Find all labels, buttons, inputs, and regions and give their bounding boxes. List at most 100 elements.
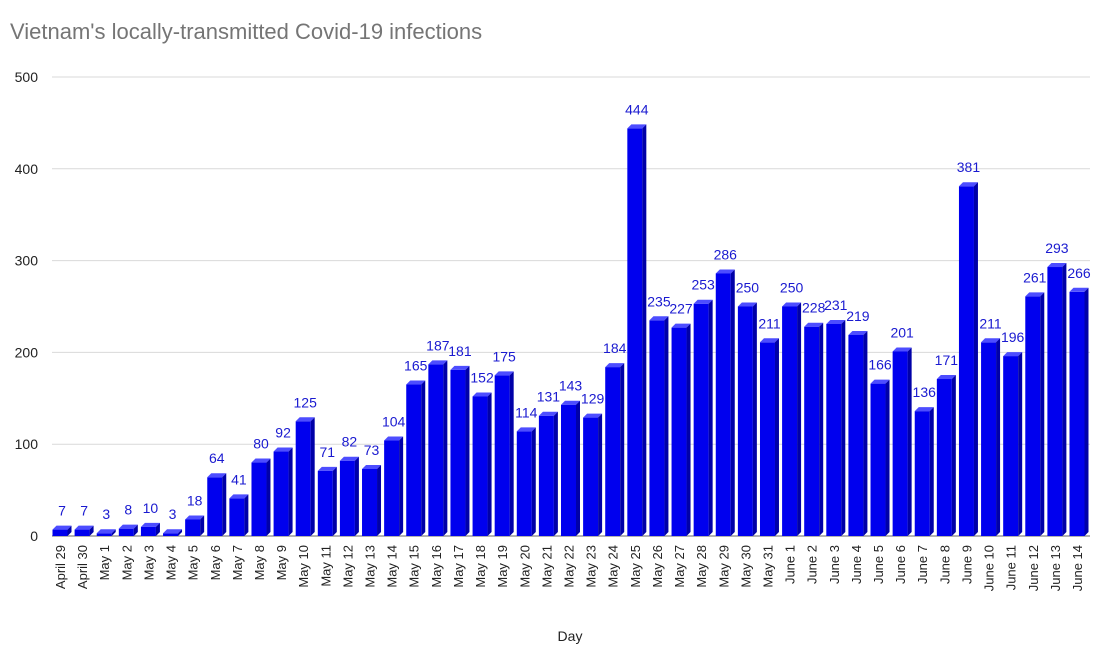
bar-side [620, 363, 625, 536]
bar-top [163, 529, 183, 534]
bar-top [251, 458, 271, 463]
x-tick-label: June 1 [783, 545, 798, 584]
bar-top [207, 473, 227, 478]
bar [273, 447, 293, 536]
bar-face [538, 415, 554, 536]
data-label: 235 [647, 293, 671, 309]
bar [516, 427, 536, 536]
x-tick-label: May 16 [429, 545, 444, 588]
bar-side [421, 380, 426, 536]
x-tick-label: May 31 [760, 545, 775, 588]
bar-top [52, 525, 72, 530]
data-label: 175 [492, 348, 516, 364]
bar-top [737, 302, 757, 307]
bar [583, 413, 603, 536]
bar [1069, 287, 1089, 536]
bar-top [759, 338, 779, 343]
x-tick-label: May 3 [141, 545, 156, 580]
bar-face [737, 306, 753, 536]
bar [538, 411, 558, 536]
bar-face [118, 528, 134, 536]
x-tick-label: June 7 [915, 545, 930, 584]
bar-side [1040, 292, 1045, 536]
x-tick-label: May 13 [363, 545, 378, 588]
bar-side [200, 515, 205, 536]
bar-side [841, 319, 846, 536]
bar [339, 456, 359, 536]
bar-face [494, 375, 510, 536]
bar [1025, 292, 1045, 536]
y-tick-label: 100 [15, 436, 39, 452]
bar [163, 529, 183, 536]
bar-side [244, 494, 249, 536]
bar-side [288, 447, 293, 536]
y-tick-label: 200 [15, 344, 39, 360]
bar [1003, 352, 1023, 536]
bar [715, 269, 735, 536]
bar-top [605, 363, 625, 368]
data-label: 293 [1045, 240, 1069, 256]
bar-face [1047, 267, 1063, 536]
data-label: 10 [143, 500, 159, 516]
bar-top [1069, 287, 1089, 292]
x-tick-label: May 23 [584, 545, 599, 588]
y-tick-label: 0 [30, 528, 38, 544]
bar-side [509, 371, 514, 536]
bar-side [885, 379, 890, 536]
x-tick-label: May 10 [296, 545, 311, 588]
y-tick-label: 500 [15, 69, 39, 85]
data-label: 219 [846, 308, 870, 324]
bar-top [693, 299, 713, 304]
bar-face [958, 186, 974, 536]
x-tick-label: May 4 [164, 545, 179, 580]
bar-side [399, 436, 404, 536]
bar-side [797, 302, 802, 536]
data-label: 7 [80, 503, 88, 519]
bar-side [310, 417, 315, 536]
y-tick-label: 300 [15, 253, 39, 269]
bar [981, 338, 1001, 536]
data-label: 8 [124, 502, 132, 518]
bar-face [428, 364, 444, 536]
data-label: 3 [169, 506, 177, 522]
bar-top [1003, 352, 1023, 357]
bar-top [561, 400, 580, 405]
data-label: 104 [382, 414, 406, 430]
x-tick-label: May 26 [650, 545, 665, 588]
x-tick-label: April 30 [75, 545, 90, 589]
data-label: 114 [515, 404, 538, 420]
bar [406, 380, 426, 536]
bar-top [848, 330, 868, 335]
bar-side [465, 365, 470, 536]
x-tick-label: June 13 [1048, 545, 1063, 591]
x-tick-label: May 27 [672, 545, 687, 588]
bar-side [996, 338, 1001, 536]
data-label: 381 [957, 159, 981, 175]
bar-face [339, 460, 355, 536]
bar [826, 319, 846, 536]
bar-side [774, 338, 779, 536]
data-label: 152 [470, 369, 494, 385]
bar-face [384, 440, 400, 536]
x-tick-label: May 24 [606, 545, 621, 588]
bar-side [598, 413, 603, 536]
x-tick-label: June 5 [871, 545, 886, 584]
bar-side [664, 316, 669, 536]
bar [74, 525, 94, 536]
bar-side [222, 473, 227, 536]
bar-top [936, 375, 956, 380]
bar-face [649, 320, 665, 536]
bar-top [229, 494, 249, 499]
x-tick-label: May 14 [385, 545, 400, 588]
bar-side [929, 407, 934, 536]
x-tick-label: June 6 [893, 545, 908, 584]
bar-side [1062, 263, 1067, 536]
bar-face [583, 417, 599, 536]
bar [892, 347, 912, 536]
x-tick-label: May 25 [628, 545, 643, 588]
bar-top [317, 466, 337, 471]
x-tick-label: May 11 [318, 545, 333, 587]
bar [737, 302, 757, 536]
bar [914, 407, 934, 536]
